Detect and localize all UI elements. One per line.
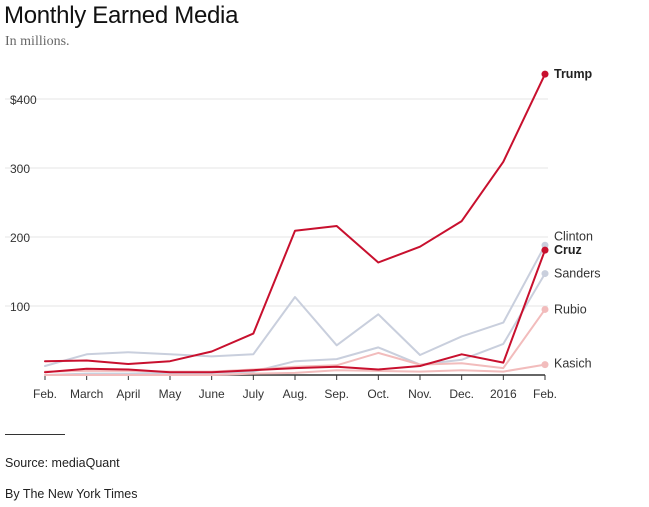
series-label-clinton: Clinton	[554, 229, 593, 243]
x-axis: Feb. March April May June July Aug. Sep. Oct. Nov…	[33, 374, 557, 401]
x-tick-label: March	[70, 387, 103, 401]
series-line-trump	[44, 73, 546, 365]
series-line-kasich	[44, 363, 546, 376]
series-line-clinton	[44, 244, 546, 367]
y-tick-label: 200	[10, 231, 30, 245]
x-tick-label: May	[159, 387, 182, 401]
series-line-cruz	[44, 249, 546, 374]
x-tick-label: Feb.	[533, 387, 557, 401]
series-label-cruz: Cruz	[554, 243, 582, 257]
y-tick-label: $400	[10, 93, 37, 107]
x-tick-label: April	[116, 387, 140, 401]
y-tick-label: 300	[10, 162, 30, 176]
y-tick-label: 100	[10, 300, 30, 314]
series-endpoint-cruz	[541, 246, 549, 254]
chart-title: Monthly Earned Media	[4, 2, 239, 29]
y-axis: 100 200 300 $400	[10, 93, 37, 314]
series-line-sanders	[44, 272, 546, 376]
series-label-sanders: Sanders	[554, 267, 601, 281]
series-label-rubio: Rubio	[554, 302, 587, 316]
x-tick-label: July	[243, 387, 264, 401]
x-tick-label: Feb.	[33, 387, 57, 401]
x-tick-label: Aug.	[283, 387, 308, 401]
x-tick-label: Dec.	[449, 387, 474, 401]
series-labels: Clinton Sanders Kasich Rubio Cruz Trump	[554, 67, 601, 370]
series-endpoint-trump	[541, 70, 549, 78]
series-endpoint-kasich	[541, 361, 549, 369]
series-label-trump: Trump	[554, 67, 593, 81]
source-note: Source: mediaQuant	[5, 456, 120, 470]
x-tick-label: 2016	[490, 387, 517, 401]
series-endpoint-rubio	[541, 305, 549, 313]
x-tick-label: Nov.	[408, 387, 432, 401]
chart-subtitle: In millions.	[5, 34, 70, 49]
x-tick-label: Sep.	[324, 387, 349, 401]
x-tick-label: Oct.	[367, 387, 389, 401]
series-endpoint-clinton	[541, 241, 549, 249]
series-line-rubio	[44, 308, 546, 373]
grid-layer	[5, 98, 548, 307]
series-label-kasich: Kasich	[554, 357, 592, 371]
series-layer	[44, 70, 549, 376]
line-chart: 100 200 300 $400 Feb. March April May June July A…	[5, 67, 601, 401]
x-tick-label: June	[199, 387, 225, 401]
series-endpoint-sanders	[541, 270, 549, 278]
footer-divider	[5, 434, 65, 435]
credit-note: By The New York Times	[5, 487, 138, 501]
